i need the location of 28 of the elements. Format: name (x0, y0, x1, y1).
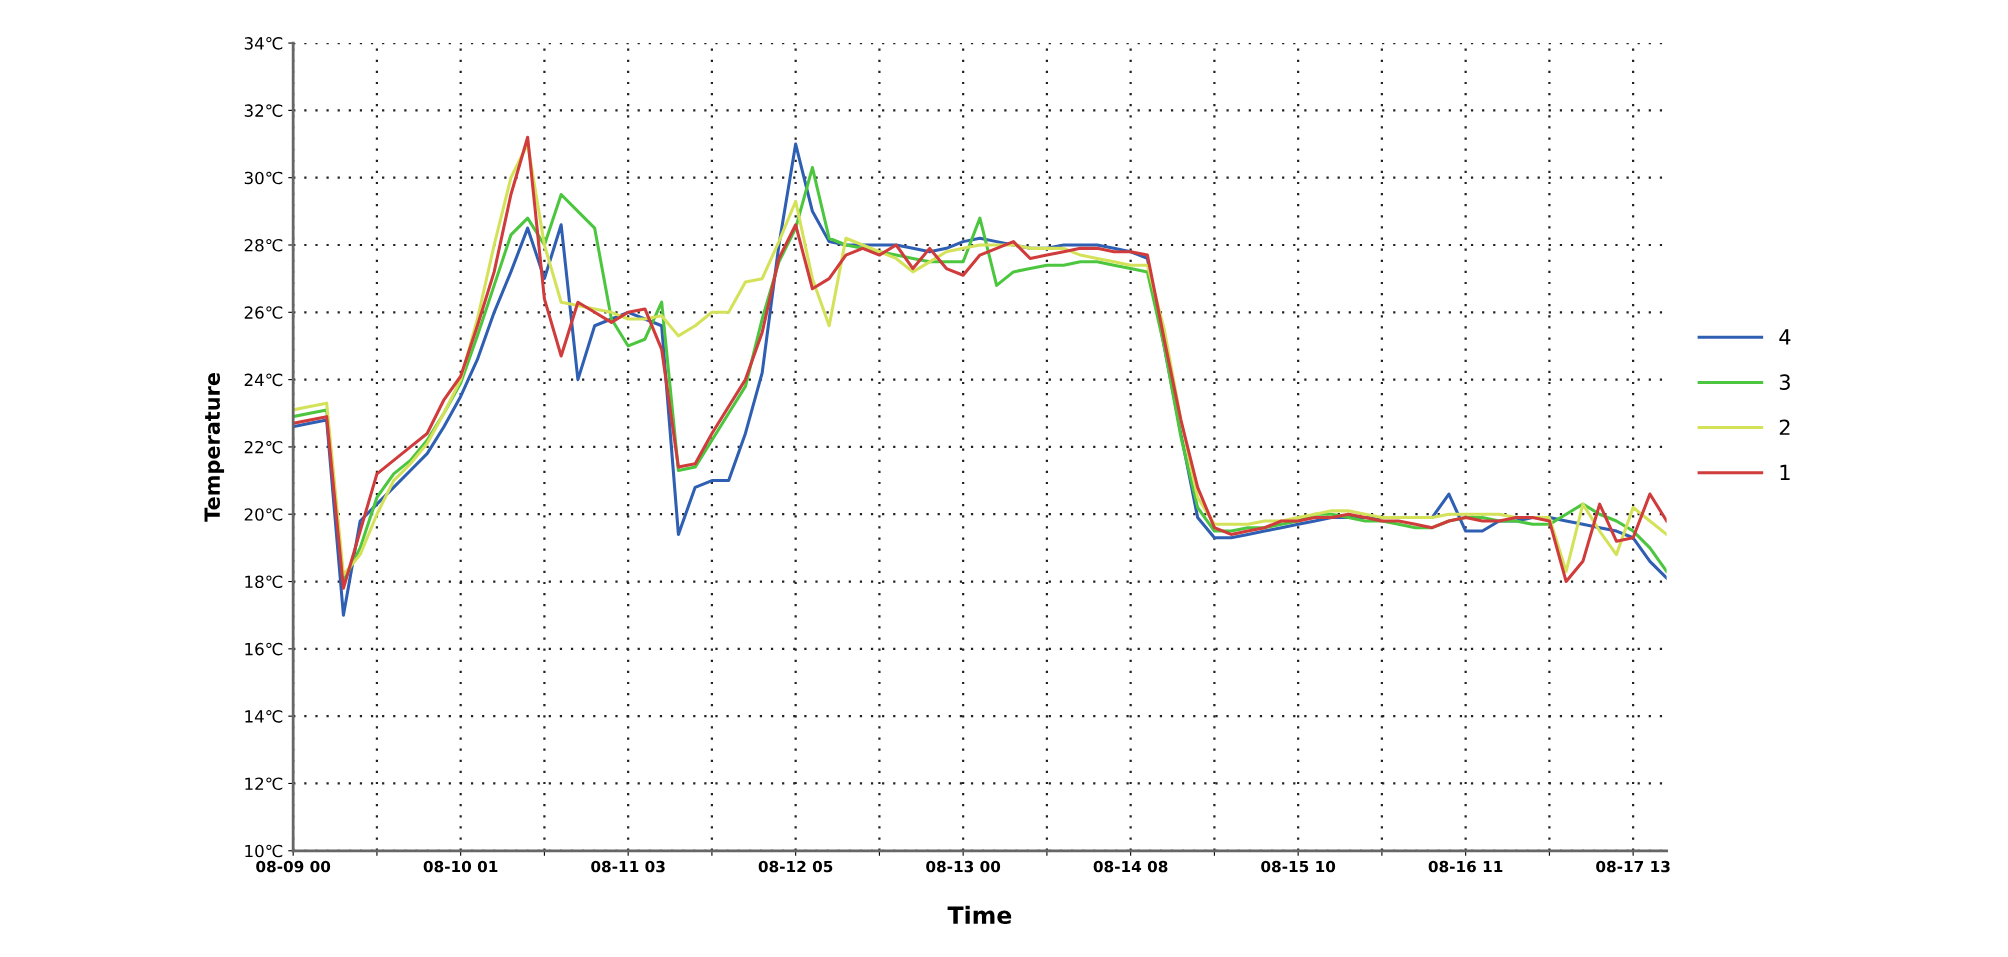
y-tick-label: 28℃ (244, 238, 283, 252)
y-tick-label: 24℃ (244, 373, 283, 387)
y-axis-title: Temperature (204, 373, 225, 522)
x-tick-label: 08-17 13 (1596, 860, 1670, 873)
y-tick-label: 12℃ (245, 777, 283, 791)
y-tick-label: 18℃ (245, 575, 283, 589)
x-tick-label: 08-16 11 (1428, 860, 1503, 873)
y-tick-label: 32℃ (244, 104, 283, 117)
x-tick-label: 08-12 05 (758, 860, 833, 873)
y-tick-label: 10℃ (245, 844, 283, 858)
legend-label: 2 (1779, 419, 1790, 435)
x-tick-label: 08-15 10 (1261, 860, 1336, 873)
x-tick-label: 08-14 08 (1093, 860, 1168, 873)
y-tick-label: 22℃ (244, 440, 283, 454)
y-tick-label: 26℃ (244, 306, 283, 319)
x-tick-label: 08-09 00 (256, 860, 331, 873)
legend-label: 4 (1779, 329, 1791, 345)
y-tick-label: 16℃ (245, 642, 283, 656)
y-tick-label: 30℃ (244, 171, 283, 185)
legend-label: 1 (1780, 464, 1790, 481)
x-tick-label: 08-13 00 (926, 860, 1001, 873)
y-tick-label: 34℃ (244, 37, 283, 50)
y-tick-label: 20℃ (244, 508, 283, 521)
x-tick-label: 08-11 03 (591, 860, 665, 873)
x-tick-label: 08-10 01 (423, 860, 498, 873)
x-axis-title: Time (947, 905, 1012, 925)
legend-label: 3 (1779, 374, 1790, 390)
y-tick-label: 14℃ (245, 710, 283, 723)
